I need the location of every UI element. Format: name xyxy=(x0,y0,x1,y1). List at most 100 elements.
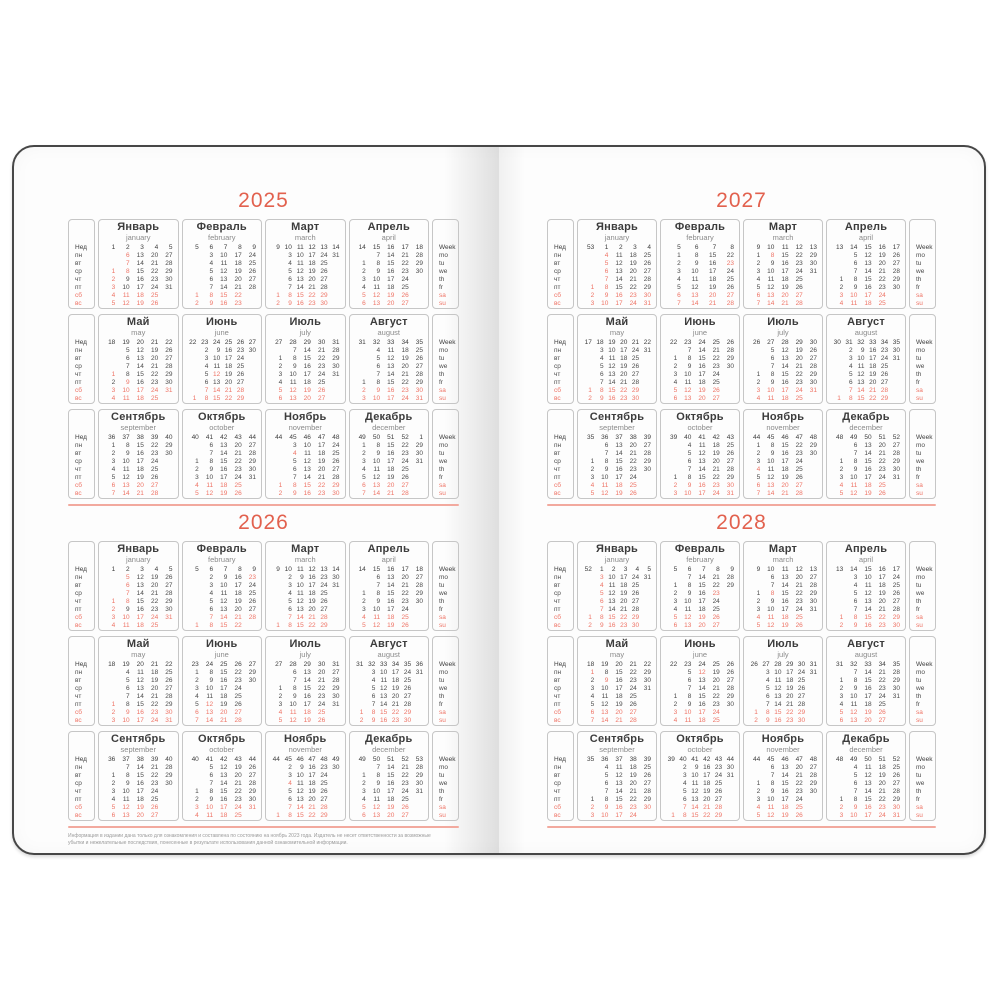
weekday-label-вс: вс xyxy=(554,300,561,307)
day-cell: 7 xyxy=(125,260,130,267)
day-cell: 1 xyxy=(276,812,280,819)
weekday-label-mo: mo xyxy=(916,442,926,449)
day-cell xyxy=(639,387,651,395)
day-cell: 24 xyxy=(795,458,803,465)
weekday-label-fr: fr xyxy=(439,284,443,291)
week-number-cell: 21 xyxy=(629,661,637,668)
day-cell: 11 xyxy=(601,482,609,489)
day-cell: 15 xyxy=(698,582,706,589)
week-number-cell: 6 xyxy=(694,244,699,251)
day-cell xyxy=(328,590,340,598)
day-cell: 17 xyxy=(234,582,242,589)
day-cell: 23 xyxy=(320,764,328,771)
month-header: Август august xyxy=(350,315,429,338)
day-cell: 1 xyxy=(278,355,283,362)
month-name-en: january xyxy=(604,232,630,242)
day-cell: 10 xyxy=(289,371,297,378)
month-day-grid: 17 1 2 18 3 4 5 6 7 8 9 19 10 11 12 13 14 15 16 20 17 18 19 20 2… xyxy=(578,338,656,403)
day-cell xyxy=(720,590,734,598)
day-cell: 18 xyxy=(136,395,144,402)
weekday-label-пт: пт xyxy=(75,284,82,291)
month-name-ru: Февраль xyxy=(196,543,247,555)
week-number-cell: 26 xyxy=(236,339,245,346)
day-cell: 26 xyxy=(234,490,242,497)
day-cell: 21 xyxy=(878,450,886,457)
day-cell xyxy=(352,701,364,709)
day-cell: 10 xyxy=(380,669,388,676)
day-cell: 5 xyxy=(209,764,214,771)
day-cell: 3 xyxy=(839,693,844,700)
week-number-cell: 31 xyxy=(356,661,364,668)
week-number-cell: 37 xyxy=(122,434,130,441)
day-cell: 7 xyxy=(125,693,130,700)
week-number-cell: 17 xyxy=(584,339,592,346)
day-cell xyxy=(639,622,651,630)
month-block-november: Ноябрь november 44 1 2 45 3 4 5 6 7 8 9 46 10 11 12 13 14 1… xyxy=(265,409,346,499)
day-cell: 11 xyxy=(608,582,616,589)
day-cell: 9 xyxy=(209,677,214,684)
side-column-spacer xyxy=(433,637,458,660)
day-cell: 17 xyxy=(864,474,872,481)
week-number-cell: 6 xyxy=(209,566,214,573)
day-cell: 25 xyxy=(401,284,409,291)
day-cell: 3 xyxy=(600,347,604,354)
week-number-cell: 1 xyxy=(419,434,423,441)
day-cell: 9 xyxy=(766,717,770,724)
day-cell: 30 xyxy=(332,490,340,497)
day-cell: 14 xyxy=(387,764,395,771)
day-cell: 6 xyxy=(604,780,609,787)
day-cell: 9 xyxy=(376,598,381,605)
side-column-spacer xyxy=(910,220,935,243)
weekday-label-пн: пн xyxy=(554,252,562,259)
day-cell: 7 xyxy=(853,606,858,613)
day-cell: 28 xyxy=(415,371,423,378)
day-cell: 12 xyxy=(220,268,228,275)
year-section-2027: 2027 Нед пн вт ср чт пт сб вс Январь january 53 1 2 3 1… xyxy=(547,189,936,506)
day-cell: 12 xyxy=(303,458,311,465)
week-number-cell: 33 xyxy=(387,339,395,346)
day-cell xyxy=(268,458,282,466)
day-cell xyxy=(580,574,592,582)
day-cell: 1 xyxy=(756,442,761,449)
day-cell: 15 xyxy=(387,260,395,267)
week-number-cell: 28 xyxy=(781,339,789,346)
day-cell: 3 xyxy=(673,371,678,378)
day-cell xyxy=(185,450,199,458)
weekday-label-вс: вс xyxy=(75,717,82,724)
day-cell: 4 xyxy=(195,693,199,700)
day-cell: 20 xyxy=(317,466,326,473)
day-cell: 27 xyxy=(809,574,817,581)
day-cell: 7 xyxy=(756,490,761,497)
month-name-ru: Декабрь xyxy=(365,733,413,745)
day-cell: 2 xyxy=(754,717,758,724)
day-cell: 8 xyxy=(292,685,297,692)
year-end-rule xyxy=(547,504,936,506)
day-cell: 14 xyxy=(303,347,311,354)
day-cell: 2 xyxy=(195,796,199,803)
day-cell: 4 xyxy=(111,292,116,299)
day-cell: 4 xyxy=(195,482,199,489)
day-cell xyxy=(101,252,115,260)
month-header: Август august xyxy=(827,315,905,338)
day-cell: 20 xyxy=(698,622,706,629)
weekday-label-th: th xyxy=(916,693,922,700)
day-cell: 16 xyxy=(220,796,228,803)
day-cell: 3 xyxy=(209,582,214,589)
month-row: Нед пн вт ср чт пт сб вс Сентябрь september 36 1 2 3 4… xyxy=(68,409,459,499)
month-name-en: august xyxy=(854,327,878,337)
weekday-label-su: su xyxy=(439,300,446,307)
day-cell: 19 xyxy=(786,685,794,692)
day-cell xyxy=(185,442,199,450)
day-cell: 29 xyxy=(726,474,734,481)
day-cell: 22 xyxy=(150,598,159,605)
week-number-cell: 27 xyxy=(275,339,283,346)
day-cell: 28 xyxy=(320,284,328,291)
day-cell xyxy=(746,764,760,772)
day-cell: 30 xyxy=(726,363,734,370)
day-cell: 9 xyxy=(853,284,858,291)
day-cell xyxy=(803,474,817,482)
day-cell xyxy=(244,387,256,395)
day-cell xyxy=(580,582,592,590)
weekday-label-mo: mo xyxy=(916,252,926,259)
day-cell: 12 xyxy=(296,268,304,275)
